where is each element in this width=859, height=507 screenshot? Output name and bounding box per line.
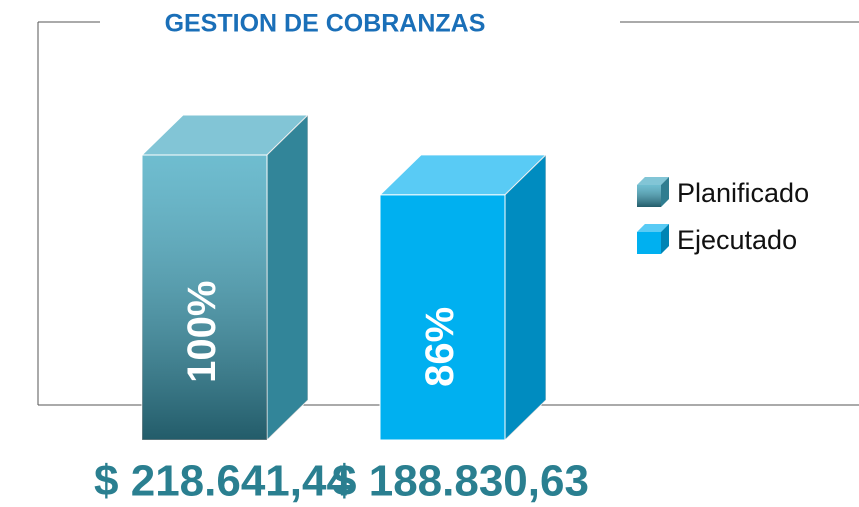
legend-swatch-side-dark [661, 224, 669, 254]
bar-3d [140, 113, 310, 442]
bar-side-dark [267, 115, 308, 440]
bar-shade [142, 155, 267, 440]
legend-label: Planificado [677, 178, 809, 208]
bar-top-light [142, 115, 308, 155]
bar-side-dark [505, 154, 546, 440]
legend-swatch [637, 232, 661, 254]
legend-swatch-top-light [637, 177, 669, 185]
legend-swatch-top [637, 224, 669, 232]
legend-label: Ejecutado [677, 225, 797, 255]
legend-swatch-top [637, 177, 669, 185]
legend-swatch-shade [637, 185, 661, 207]
chart-title: GESTION DE COBRANZAS [165, 10, 486, 38]
amount-label: $ 218.641,44 [94, 457, 351, 506]
legend-swatch-side [661, 177, 669, 207]
legend-swatch-side-dark [661, 177, 669, 207]
legend-swatch-top-light [637, 224, 669, 232]
value-label: 100% [180, 281, 224, 383]
bar-top-light [380, 154, 546, 195]
value-label: 86% [418, 307, 462, 387]
bar [379, 194, 506, 441]
legend-swatch-side [661, 224, 669, 254]
amount-label: $ 188.830,63 [332, 457, 589, 506]
bar-3d [378, 153, 548, 442]
